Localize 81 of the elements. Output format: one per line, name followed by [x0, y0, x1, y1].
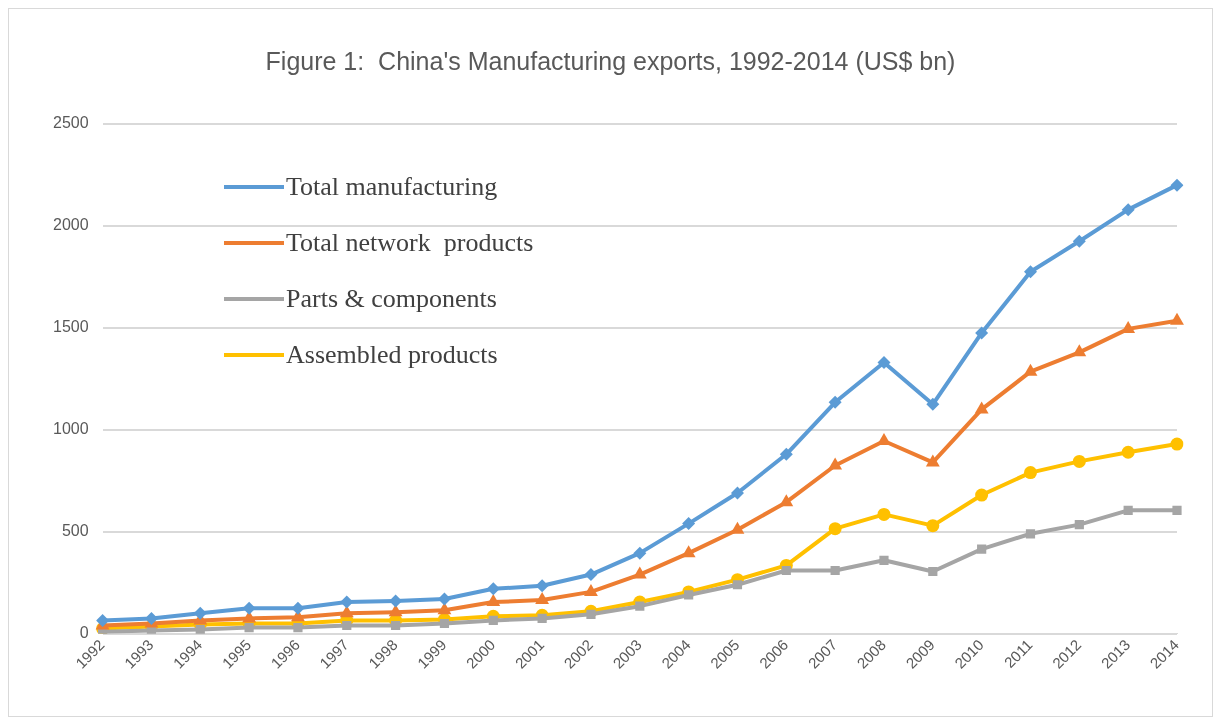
- legend-label: Total manufacturing: [286, 172, 498, 202]
- point: [779, 494, 794, 507]
- point: [1170, 437, 1184, 451]
- point: [389, 594, 403, 608]
- point: [925, 454, 940, 467]
- point: [828, 457, 843, 470]
- point: [926, 519, 940, 533]
- point: [828, 522, 842, 536]
- point: [293, 622, 303, 633]
- point: [1023, 265, 1037, 279]
- point: [1023, 363, 1038, 376]
- point: [830, 565, 840, 576]
- y-tick-label: 1500: [53, 318, 89, 336]
- point: [584, 568, 598, 582]
- point: [195, 625, 205, 634]
- point: [1121, 445, 1135, 459]
- point: [928, 566, 938, 577]
- point: [877, 356, 891, 370]
- point: [486, 582, 500, 596]
- chart-title: Figure 1: China's Manufacturing exports, 1992-2014 (US$ bn): [264, 47, 957, 76]
- point: [1072, 344, 1087, 357]
- point: [437, 602, 452, 615]
- point: [486, 594, 501, 607]
- point: [1170, 178, 1184, 192]
- point: [244, 622, 254, 633]
- y-tick-label: 2500: [53, 114, 89, 132]
- point: [439, 618, 450, 629]
- point: [732, 580, 743, 590]
- point: [974, 401, 989, 414]
- point: [242, 601, 256, 615]
- point: [1121, 320, 1136, 333]
- y-tick-label: 500: [61, 522, 89, 540]
- point: [391, 620, 401, 631]
- point: [635, 601, 645, 611]
- point: [144, 611, 158, 625]
- y-tick-label: 2000: [53, 216, 89, 234]
- point: [586, 609, 596, 619]
- point: [1123, 505, 1133, 515]
- point: [488, 615, 498, 626]
- point: [193, 606, 207, 620]
- point: [977, 544, 987, 554]
- point: [96, 613, 110, 627]
- point: [1072, 454, 1086, 468]
- point: [633, 546, 647, 560]
- point: [1072, 234, 1086, 248]
- point: [388, 604, 403, 617]
- point: [1025, 529, 1036, 539]
- point: [926, 397, 940, 411]
- point: [1074, 520, 1084, 530]
- point: [1170, 312, 1184, 325]
- point: [779, 447, 793, 461]
- point: [340, 595, 354, 609]
- point: [877, 433, 891, 446]
- legend-label: Parts & components: [286, 284, 497, 314]
- point: [681, 545, 696, 558]
- point: [632, 566, 647, 579]
- point: [584, 583, 598, 596]
- point: [537, 613, 547, 623]
- point: [1172, 505, 1182, 515]
- y-tick-label: 1000: [53, 420, 89, 438]
- point: [339, 605, 354, 618]
- legend-label: Total network products: [286, 228, 534, 258]
- point: [828, 395, 842, 409]
- point: [730, 486, 744, 500]
- point: [1023, 466, 1037, 480]
- legend-label: Assembled products: [286, 340, 498, 370]
- point: [730, 521, 745, 534]
- point: [781, 565, 791, 576]
- point: [975, 326, 989, 340]
- point: [975, 488, 989, 502]
- point: [342, 620, 352, 631]
- point: [879, 555, 889, 565]
- point: [684, 590, 694, 600]
- point: [877, 507, 891, 521]
- point: [535, 592, 550, 605]
- point: [291, 601, 305, 615]
- point: [1121, 203, 1135, 217]
- point: [437, 592, 451, 606]
- point: [682, 517, 696, 531]
- y-tick-label: 0: [79, 624, 89, 642]
- point: [535, 579, 549, 593]
